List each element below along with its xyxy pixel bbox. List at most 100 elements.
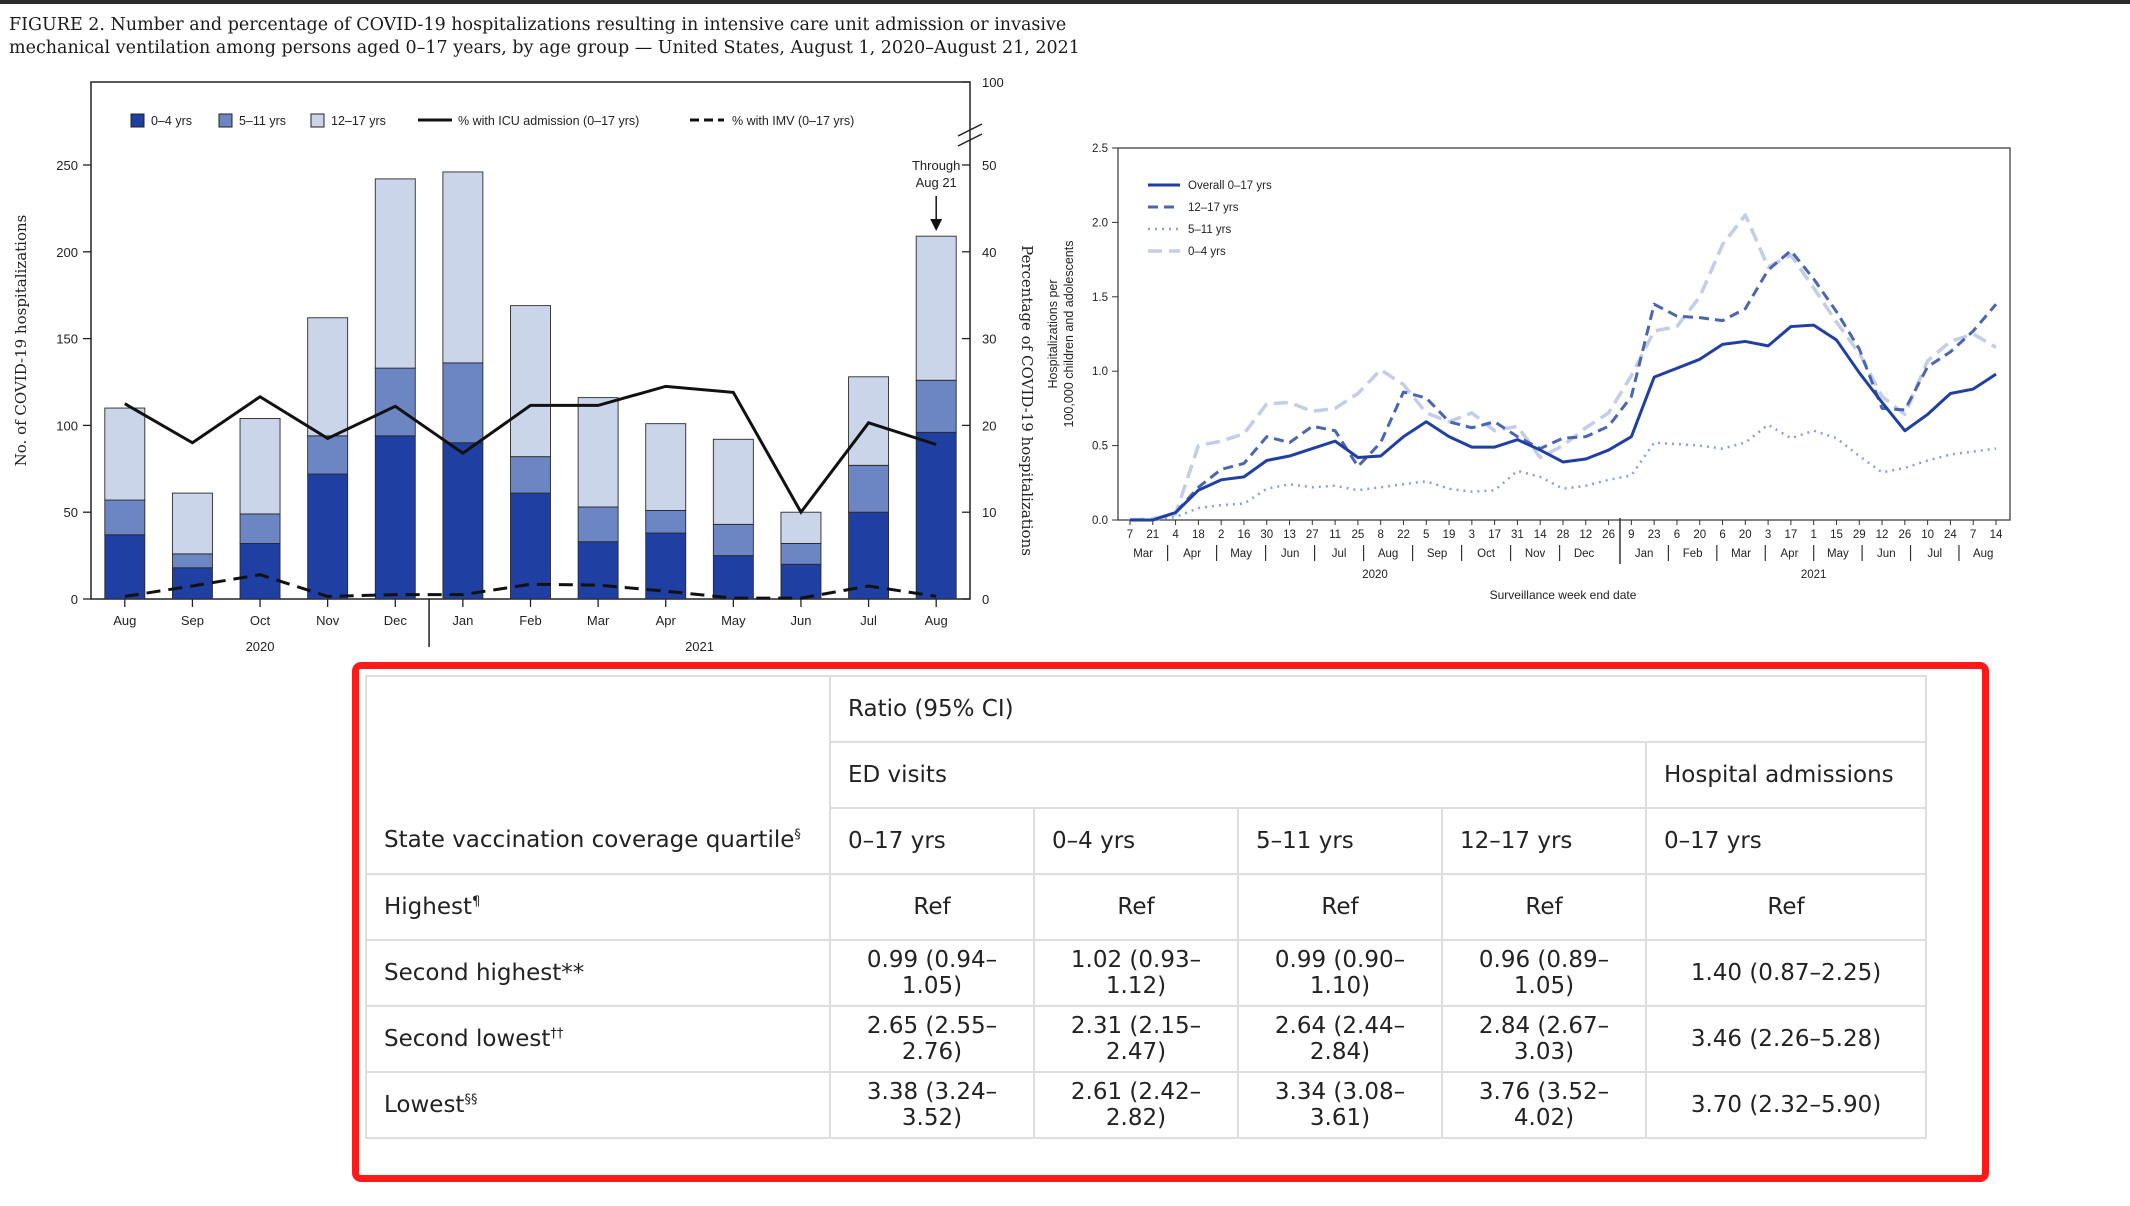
x-tick-label: 31 xyxy=(1511,529,1524,541)
y2-tick-label: 40 xyxy=(982,245,996,260)
x-tick-label: 18 xyxy=(1192,529,1205,541)
table-cell: 3.46 (2.26–5.28) xyxy=(1644,1005,1928,1073)
x-tick-label: 30 xyxy=(1260,529,1273,541)
row-label: Lowest§§ xyxy=(365,1071,831,1139)
x-tick-label: 16 xyxy=(1238,529,1251,541)
y-tick-label: 0 xyxy=(71,592,78,607)
legend-label: 12–17 yrs xyxy=(1188,202,1239,214)
table-cell: 3.34 (3.08–3.61) xyxy=(1237,1071,1443,1139)
month-label: Mar xyxy=(1133,548,1153,560)
bar-segment-5–11 yrs xyxy=(171,553,213,569)
x-tick-label: 9 xyxy=(1628,529,1634,541)
x-tick-label: 8 xyxy=(1377,529,1383,541)
x-tick-label: Jul xyxy=(860,613,877,628)
caption-line-1: FIGURE 2. Number and percentage of COVID… xyxy=(9,15,1067,35)
x-tick-label: May xyxy=(721,613,746,628)
line-series-% with IMV (0–17 yrs) xyxy=(124,573,937,600)
x-tick-label: Jun xyxy=(790,613,811,628)
bar-segment-12–17 yrs xyxy=(645,423,687,511)
month-label: Apr xyxy=(1781,548,1799,560)
table-header-row-1: State vaccination coverage quartile§ Rat… xyxy=(365,675,1928,875)
hospital-admissions-header: Hospital admissions xyxy=(1644,741,1928,809)
table-row: Second highest** 0.99 (0.94–1.05) 1.02 (… xyxy=(365,939,1928,1007)
y-tick-label: 1.0 xyxy=(1092,366,1108,378)
bar-segment-0–4 yrs xyxy=(442,442,484,600)
y2-tick-label: 30 xyxy=(982,332,996,347)
x-tick-label: 13 xyxy=(1283,529,1296,541)
y-tick-label: 0.0 xyxy=(1092,515,1108,527)
y-tick-label: 2.0 xyxy=(1092,217,1108,229)
month-label: Sep xyxy=(1427,548,1447,560)
x-tick-label: 17 xyxy=(1488,529,1501,541)
line-series-Overall 0–17 yrs xyxy=(1130,323,1997,522)
y-tick-label: 150 xyxy=(56,332,78,347)
table-cell: 2.64 (2.44–2.84) xyxy=(1237,1005,1443,1073)
legend-label: 5–11 yrs xyxy=(1188,224,1232,236)
x-tick-label: 20 xyxy=(1693,529,1706,541)
month-label: Mar xyxy=(1731,548,1751,560)
table-cell: Ref xyxy=(829,873,1035,941)
table-cell: 0.99 (0.90–1.10) xyxy=(1237,939,1443,1007)
x-tick-label: 4 xyxy=(1172,529,1179,541)
y-tick-label: 2.5 xyxy=(1092,143,1108,155)
column-header: 0–4 yrs xyxy=(1033,807,1239,875)
table-cell: Ref xyxy=(1033,873,1239,941)
table-cell: 1.02 (0.93–1.12) xyxy=(1033,939,1239,1007)
y2-tick-label: 50 xyxy=(982,158,996,173)
bar-segment-0–4 yrs xyxy=(307,473,349,600)
ed-visits-header: ED visits xyxy=(829,741,1647,809)
y2-tick-label: 20 xyxy=(982,418,996,433)
x-tick-label: 2 xyxy=(1218,529,1224,541)
x-tick-label: Oct xyxy=(250,613,271,628)
legend-swatch xyxy=(310,113,325,128)
x-tick-label: 14 xyxy=(1534,529,1547,541)
month-label: Feb xyxy=(1683,548,1703,560)
table-cell: 0.96 (0.89–1.05) xyxy=(1441,939,1647,1007)
spanner-header: Ratio (95% CI) xyxy=(828,675,1928,743)
legend-swatch xyxy=(130,113,145,128)
legend-label: % with ICU admission (0–17 yrs) xyxy=(458,114,639,128)
x-tick-label: 22 xyxy=(1397,529,1410,541)
column-header: 0–17 yrs xyxy=(1644,807,1928,875)
month-label: May xyxy=(1230,548,1252,560)
x-tick-label: 29 xyxy=(1853,529,1866,541)
month-label: Jun xyxy=(1281,548,1300,560)
stub-header: State vaccination coverage quartile§ xyxy=(365,675,831,875)
bar-segment-12–17 yrs xyxy=(915,235,957,381)
x-tick-label: 28 xyxy=(1557,529,1570,541)
legend-label: 0–4 yrs xyxy=(1188,246,1226,258)
y-tick-label: 100 xyxy=(56,418,78,433)
x-tick-label: Aug xyxy=(113,613,136,628)
x-tick-label: Dec xyxy=(384,613,408,628)
x-tick-label: 19 xyxy=(1443,529,1456,541)
column-header: 5–11 yrs xyxy=(1237,807,1443,875)
x-tick-label: 25 xyxy=(1351,529,1364,541)
legend-label: 5–11 yrs xyxy=(239,114,286,128)
y-tick-label: 50 xyxy=(64,505,78,520)
month-label: Dec xyxy=(1574,548,1595,560)
bar-segment-0–4 yrs xyxy=(104,534,146,600)
y2-tick-label: 0 xyxy=(982,592,989,607)
x-tick-label: 15 xyxy=(1830,529,1843,541)
month-label: Aug xyxy=(1378,548,1398,560)
table-row: Second lowest†† 2.65 (2.55–2.76) 2.31 (2… xyxy=(365,1005,1928,1073)
x-tick-label: Aug xyxy=(925,613,948,628)
legend-swatch xyxy=(218,113,233,128)
legend-label: Overall 0–17 yrs xyxy=(1188,180,1272,192)
column-header: 0–17 yrs xyxy=(829,807,1035,875)
table-cell: Ref xyxy=(1441,873,1647,941)
row-label: Second lowest†† xyxy=(365,1005,831,1073)
year-label: 2021 xyxy=(685,639,714,654)
bar-segment-5–11 yrs xyxy=(442,362,484,444)
x-tick-label: 10 xyxy=(1921,529,1934,541)
x-tick-label: 6 xyxy=(1674,529,1680,541)
table-header-row-2: ED visits Hospital admissions xyxy=(366,741,1928,809)
y-tick-label: 200 xyxy=(56,245,78,260)
x-tick-label: 14 xyxy=(1990,529,2003,541)
bar-segment-5–11 yrs xyxy=(915,379,957,433)
bar-segment-12–17 yrs xyxy=(239,418,281,515)
bar-segment-0–4 yrs xyxy=(239,542,281,600)
x-tick-label: Mar xyxy=(587,613,610,628)
column-header: 12–17 yrs xyxy=(1441,807,1647,875)
bar-segment-12–17 yrs xyxy=(307,317,349,437)
